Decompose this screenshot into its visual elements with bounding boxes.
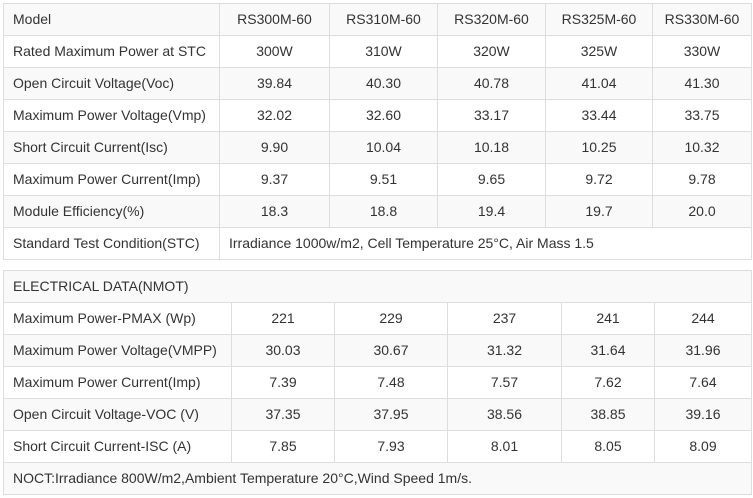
table-cell: 330W xyxy=(652,35,752,68)
table-header-row: Model RS300M-60 RS310M-60 RS320M-60 RS32… xyxy=(3,3,752,36)
table-cell: 7.62 xyxy=(561,366,655,399)
row-label: Maximum Power Voltage(VMPP) xyxy=(3,334,232,367)
model-name: RS310M-60 xyxy=(329,3,438,36)
table-cell: 31.64 xyxy=(561,334,655,367)
row-label: Open Circuit Voltage-VOC (V) xyxy=(3,398,232,431)
row-label: Rated Maximum Power at STC xyxy=(3,35,220,68)
table-cell: 30.03 xyxy=(231,334,335,367)
table-cell: 40.78 xyxy=(437,67,546,100)
table-cell: 32.02 xyxy=(219,99,330,132)
table-cell: 221 xyxy=(231,302,335,335)
noct-note: NOCT:Irradiance 800W/m2,Ambient Temperat… xyxy=(3,462,752,495)
table-cell: 9.78 xyxy=(652,163,752,196)
table-cell: 9.37 xyxy=(219,163,330,196)
table-cell: 8.01 xyxy=(447,430,562,463)
table-cell: 244 xyxy=(654,302,752,335)
table-cell: 7.57 xyxy=(447,366,562,399)
table-cell: 9.90 xyxy=(219,131,330,164)
table-cell: 40.30 xyxy=(329,67,438,100)
table-cell: 325W xyxy=(545,35,653,68)
table-cell: 38.56 xyxy=(447,398,562,431)
table-cell: 320W xyxy=(437,35,546,68)
table-cell: 33.17 xyxy=(437,99,546,132)
table-cell: 9.65 xyxy=(437,163,546,196)
table-row: Short Circuit Current-ISC (A) 7.85 7.93 … xyxy=(3,430,752,463)
row-label: Maximum Power-PMAX (Wp) xyxy=(3,302,232,335)
table-cell: 229 xyxy=(334,302,448,335)
table-cell: 300W xyxy=(219,35,330,68)
table-row: Maximum Power Voltage(VMPP) 30.03 30.67 … xyxy=(3,334,752,367)
table-cell: 39.16 xyxy=(654,398,752,431)
table-row: Open Circuit Voltage(Voc) 39.84 40.30 40… xyxy=(3,67,752,100)
table-row: Maximum Power Current(Imp) 9.37 9.51 9.6… xyxy=(3,163,752,196)
table-cell: 7.39 xyxy=(231,366,335,399)
table-cell: 38.85 xyxy=(561,398,655,431)
table-cell: 19.4 xyxy=(437,195,546,228)
table-cell: 8.09 xyxy=(654,430,752,463)
model-name: RS300M-60 xyxy=(219,3,330,36)
table-cell: 7.93 xyxy=(334,430,448,463)
stc-condition-text: Irradiance 1000w/m2, Cell Temperature 25… xyxy=(219,227,752,260)
table-title-row: ELECTRICAL DATA(NMOT) xyxy=(3,270,752,303)
table-cell: 41.04 xyxy=(545,67,653,100)
table-cell: 33.75 xyxy=(652,99,752,132)
table-cell: 18.8 xyxy=(329,195,438,228)
table-cell: 9.72 xyxy=(545,163,653,196)
row-label: Maximum Power Voltage(Vmp) xyxy=(3,99,220,132)
model-name: RS330M-60 xyxy=(652,3,752,36)
table-cell: 31.96 xyxy=(654,334,752,367)
table-cell: 41.30 xyxy=(652,67,752,100)
row-label: Short Circuit Current(Isc) xyxy=(3,131,220,164)
table-cell: 9.51 xyxy=(329,163,438,196)
header-model-label: Model xyxy=(3,3,220,36)
section-title: ELECTRICAL DATA(NMOT) xyxy=(3,270,752,303)
row-label: Standard Test Condition(STC) xyxy=(3,227,220,260)
table-cell: 310W xyxy=(329,35,438,68)
table-cell: 39.84 xyxy=(219,67,330,100)
table-cell: 10.04 xyxy=(329,131,438,164)
table-cell: 37.35 xyxy=(231,398,335,431)
table-cell: 7.64 xyxy=(654,366,752,399)
table-row: Module Efficiency(%) 18.3 18.8 19.4 19.7… xyxy=(3,195,752,228)
table-row: Maximum Power Voltage(Vmp) 32.02 32.60 3… xyxy=(3,99,752,132)
row-label: Module Efficiency(%) xyxy=(3,195,220,228)
table-cell: 20.0 xyxy=(652,195,752,228)
row-label: Short Circuit Current-ISC (A) xyxy=(3,430,232,463)
table-row: Standard Test Condition(STC) Irradiance … xyxy=(3,227,752,260)
table-cell: 7.85 xyxy=(231,430,335,463)
model-name: RS325M-60 xyxy=(545,3,653,36)
table-cell: 7.48 xyxy=(334,366,448,399)
table-cell: 8.05 xyxy=(561,430,655,463)
table-cell: 31.32 xyxy=(447,334,562,367)
table-row: NOCT:Irradiance 800W/m2,Ambient Temperat… xyxy=(3,462,752,495)
table-cell: 10.25 xyxy=(545,131,653,164)
table-row: Maximum Power Current(Imp) 7.39 7.48 7.5… xyxy=(3,366,752,399)
table-cell: 37.95 xyxy=(334,398,448,431)
row-label: Maximum Power Current(Imp) xyxy=(3,163,220,196)
table-cell: 32.60 xyxy=(329,99,438,132)
table-cell: 30.67 xyxy=(334,334,448,367)
table-cell: 241 xyxy=(561,302,655,335)
stc-spec-table: Model RS300M-60 RS310M-60 RS320M-60 RS32… xyxy=(3,3,752,260)
table-cell: 10.18 xyxy=(437,131,546,164)
nmot-spec-table: ELECTRICAL DATA(NMOT) Maximum Power-PMAX… xyxy=(3,270,752,495)
row-label: Open Circuit Voltage(Voc) xyxy=(3,67,220,100)
table-cell: 18.3 xyxy=(219,195,330,228)
table-row: Short Circuit Current(Isc) 9.90 10.04 10… xyxy=(3,131,752,164)
row-label: Maximum Power Current(Imp) xyxy=(3,366,232,399)
table-row: Maximum Power-PMAX (Wp) 221 229 237 241 … xyxy=(3,302,752,335)
table-cell: 10.32 xyxy=(652,131,752,164)
model-name: RS320M-60 xyxy=(437,3,546,36)
table-cell: 33.44 xyxy=(545,99,653,132)
table-row: Rated Maximum Power at STC 300W 310W 320… xyxy=(3,35,752,68)
table-cell: 237 xyxy=(447,302,562,335)
table-row: Open Circuit Voltage-VOC (V) 37.35 37.95… xyxy=(3,398,752,431)
table-cell: 19.7 xyxy=(545,195,653,228)
